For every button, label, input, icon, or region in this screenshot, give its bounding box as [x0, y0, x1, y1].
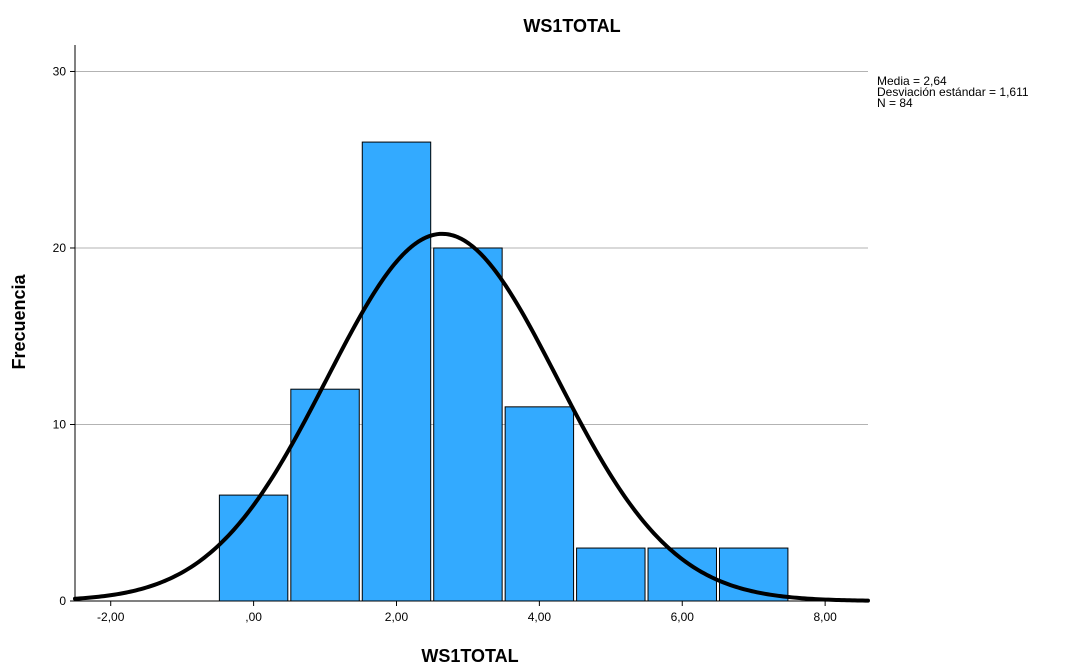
chart-title: WS1TOTAL	[523, 16, 620, 36]
y-tick-label-2: 20	[53, 241, 67, 255]
histogram-bar-0	[218, 494, 289, 602]
histogram-bar-3	[433, 247, 503, 602]
histogram-bar-5	[576, 547, 646, 602]
stats-line-0: Media = 2,64	[877, 74, 947, 88]
y-tick-label-1: 10	[53, 417, 67, 431]
x-tick-label-0: -2,00	[97, 610, 125, 624]
x-tick-label-4: 6,00	[671, 610, 695, 624]
normal-curve	[73, 231, 870, 603]
stats-line-1: Desviación estándar = 1,611	[877, 85, 1029, 99]
x-tick-label-2: 2,00	[385, 610, 409, 624]
histogram-bars	[218, 141, 789, 602]
x-tick-label-1: ,00	[245, 610, 262, 624]
y-tick-label-3: 30	[53, 64, 67, 78]
x-tick-label-5: 8,00	[813, 610, 837, 624]
x-axis-label: WS1TOTAL	[421, 646, 518, 666]
y-tick-label-0: 0	[59, 594, 66, 608]
histogram-bar-4	[504, 406, 575, 602]
y-axis-label: Frecuencia	[9, 273, 29, 369]
x-tick-labels: -2,00 ,00 2,00 4,00 6,00 8,00	[97, 601, 837, 624]
stats-line-2: N = 84	[877, 96, 913, 110]
y-tick-labels: 0 10 20 30	[53, 64, 75, 608]
histogram-bar-1	[290, 388, 360, 602]
x-tick-label-3: 4,00	[528, 610, 552, 624]
histogram-bar-2	[361, 141, 432, 602]
